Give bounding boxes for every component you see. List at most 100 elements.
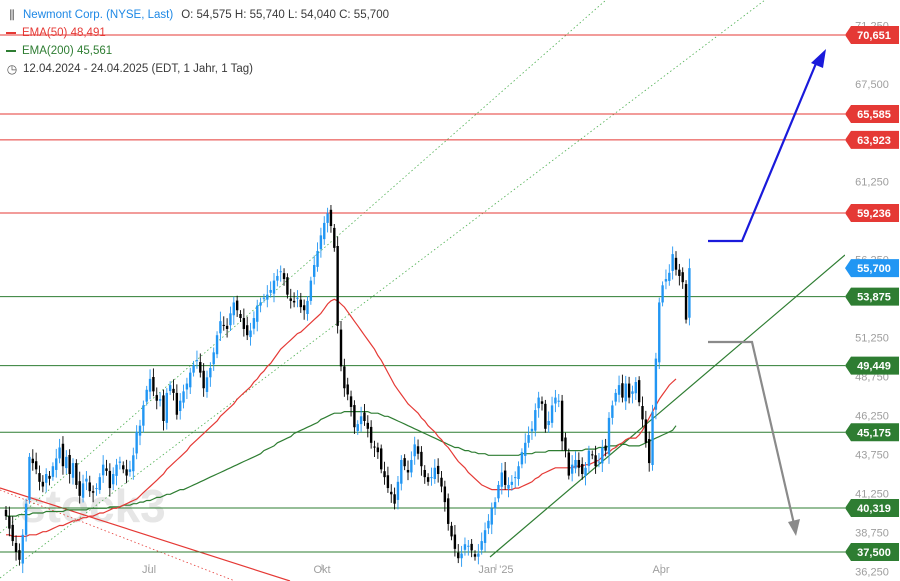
candle-body bbox=[644, 419, 648, 443]
candle-body bbox=[584, 467, 587, 476]
candle-body bbox=[651, 411, 654, 465]
candle-body bbox=[440, 477, 443, 487]
candle-body bbox=[172, 388, 175, 393]
candle bbox=[232, 296, 235, 325]
level-tag-text: 65,585 bbox=[857, 109, 891, 121]
candle-body bbox=[554, 397, 557, 404]
candle bbox=[447, 493, 450, 531]
candle-body bbox=[544, 403, 547, 429]
candle bbox=[235, 295, 239, 317]
candle bbox=[95, 483, 98, 496]
ohlc-values: O: 54,575 H: 55,740 L: 54,040 C: 55,700 bbox=[181, 9, 389, 21]
candle bbox=[199, 353, 202, 378]
candle bbox=[172, 379, 175, 401]
candle bbox=[487, 514, 490, 535]
candle-body bbox=[18, 550, 21, 560]
horizontal-levels bbox=[0, 34, 845, 553]
level-tag-text: 63,923 bbox=[857, 135, 891, 147]
candle bbox=[457, 544, 460, 564]
candle-body bbox=[524, 442, 527, 456]
candle-body bbox=[527, 435, 530, 443]
candle-body bbox=[8, 516, 11, 529]
candle-body bbox=[225, 325, 229, 329]
candle bbox=[473, 550, 477, 561]
candle-body bbox=[393, 494, 396, 504]
candle-body bbox=[189, 372, 192, 388]
candle-body bbox=[326, 213, 329, 223]
candle bbox=[343, 358, 346, 397]
candle bbox=[493, 497, 497, 516]
candle bbox=[597, 452, 601, 468]
candle-body bbox=[78, 481, 81, 496]
candle-body bbox=[353, 405, 356, 428]
candle-body bbox=[138, 425, 142, 436]
chart-legend: ⫼ Newmont Corp. (NYSE, Last) O: 54,575 H… bbox=[6, 6, 389, 78]
level-tag-text: 40,319 bbox=[857, 503, 891, 515]
candle-body bbox=[487, 520, 490, 529]
candle-body bbox=[242, 318, 246, 329]
candle bbox=[443, 480, 447, 512]
level-tag-text: 37,500 bbox=[857, 547, 891, 559]
candle bbox=[668, 264, 671, 286]
candle bbox=[386, 466, 390, 493]
candle bbox=[557, 394, 560, 408]
candle-body bbox=[91, 491, 95, 493]
candle-body bbox=[624, 383, 627, 402]
candle-body bbox=[68, 454, 71, 475]
candle bbox=[648, 431, 651, 472]
candle bbox=[517, 461, 520, 486]
candle-body bbox=[115, 464, 118, 476]
candle bbox=[540, 396, 544, 411]
candle bbox=[406, 460, 410, 481]
candle-body bbox=[550, 405, 554, 423]
candle-body bbox=[259, 302, 262, 306]
candle-body bbox=[507, 484, 510, 489]
candle bbox=[326, 207, 329, 233]
candle-body bbox=[95, 488, 98, 490]
candle-body bbox=[346, 384, 349, 395]
candle-body bbox=[145, 389, 148, 402]
y-tick-label: 46,250 bbox=[855, 411, 889, 423]
candle-body bbox=[430, 477, 433, 479]
candle-body bbox=[373, 446, 376, 448]
candle bbox=[530, 421, 534, 440]
candle bbox=[209, 362, 212, 387]
date-range: 12.04.2024 - 24.04.2025 (EDT, 1 Jahr, 1 … bbox=[23, 63, 253, 75]
candle bbox=[654, 352, 658, 420]
candle-body bbox=[406, 469, 410, 473]
legend-ema200-row: EMA(200) 45,561 bbox=[6, 42, 389, 60]
level-label-63-923: 63,923 bbox=[845, 130, 899, 149]
candle bbox=[118, 456, 122, 470]
candle-body bbox=[262, 297, 266, 299]
candle bbox=[296, 290, 299, 308]
candle-body bbox=[537, 397, 540, 409]
candle bbox=[112, 467, 115, 491]
candle-body bbox=[286, 277, 289, 295]
ema50-line bbox=[6, 298, 677, 537]
candle-body bbox=[380, 448, 383, 470]
candle bbox=[61, 436, 65, 475]
candle-body bbox=[534, 410, 537, 431]
candle bbox=[671, 246, 674, 280]
candle-body bbox=[463, 544, 467, 550]
candle bbox=[168, 381, 172, 395]
candle-body bbox=[473, 554, 477, 557]
candle-body bbox=[607, 417, 611, 455]
candle bbox=[21, 529, 24, 574]
candle bbox=[155, 387, 158, 410]
candle-body bbox=[520, 452, 524, 465]
candle bbox=[262, 293, 266, 303]
candle bbox=[71, 458, 75, 485]
candle-body bbox=[359, 416, 363, 425]
candle bbox=[510, 475, 514, 491]
candle bbox=[105, 459, 108, 476]
candle-body bbox=[175, 392, 179, 415]
candle bbox=[306, 296, 309, 321]
candle-body bbox=[426, 477, 430, 482]
candle bbox=[363, 403, 366, 426]
downtrend-line bbox=[0, 487, 291, 581]
candle-body bbox=[162, 395, 165, 421]
candle bbox=[195, 350, 199, 369]
candle bbox=[587, 445, 591, 473]
